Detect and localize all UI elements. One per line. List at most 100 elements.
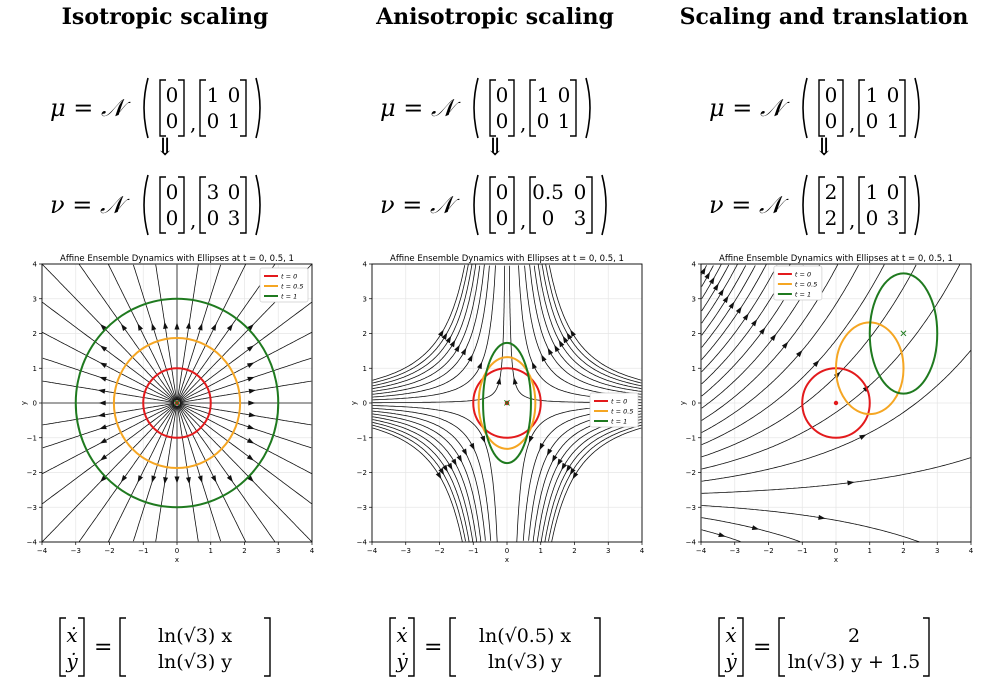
y-tick-label: −4 bbox=[27, 539, 38, 547]
streamline bbox=[548, 424, 642, 542]
stream-arrow bbox=[197, 323, 203, 331]
y-tick-label: 4 bbox=[692, 261, 697, 269]
y-axis-label: y bbox=[350, 401, 358, 405]
panel-title: Scaling and translation bbox=[679, 4, 969, 30]
stream-arrow bbox=[557, 458, 563, 466]
stream-arrow bbox=[859, 434, 867, 440]
distribution-lhs: μ = 𝒩 bbox=[380, 94, 461, 122]
ode-lhs-entry: ẋ bbox=[66, 623, 77, 647]
y-axis-label: y bbox=[20, 401, 28, 405]
stream-arrow bbox=[247, 424, 255, 430]
x-tick-label: 1 bbox=[209, 547, 213, 555]
mean-entry: 0 bbox=[166, 180, 179, 204]
streamline bbox=[372, 407, 492, 541]
stream-plot: Affine Ensemble Dynamics with Ellipses a… bbox=[350, 254, 645, 564]
cov-entry: 1 bbox=[228, 109, 241, 133]
mu-equation: μ = 𝒩 00,1 00 1 bbox=[709, 77, 920, 139]
streamline bbox=[78, 404, 176, 542]
streamline bbox=[42, 403, 175, 449]
stream-arrow bbox=[98, 388, 106, 394]
x-tick-label: 2 bbox=[242, 547, 246, 555]
stream-arrow bbox=[246, 345, 254, 352]
y-tick-label: 1 bbox=[33, 365, 37, 373]
streamline bbox=[372, 410, 486, 541]
end-marker: ✕ bbox=[173, 399, 181, 410]
stream-arrow bbox=[541, 354, 547, 362]
left-bracket bbox=[389, 617, 396, 677]
cov-entry: 0 bbox=[887, 180, 900, 204]
stream-arrow bbox=[99, 424, 107, 430]
stream-arrow bbox=[98, 412, 106, 418]
left-bracket bbox=[119, 617, 126, 677]
legend-entry: t = 1 bbox=[795, 291, 811, 299]
right-bracket bbox=[737, 617, 744, 677]
streamline bbox=[179, 403, 312, 475]
stream-arrow bbox=[554, 344, 560, 353]
ellipse-2 bbox=[74, 297, 280, 509]
cov-entry: 1 bbox=[866, 83, 879, 107]
streamline bbox=[178, 404, 276, 542]
streamline bbox=[701, 265, 756, 348]
stream-arrow bbox=[539, 442, 545, 451]
stream-arrow bbox=[248, 412, 256, 418]
streamline bbox=[177, 264, 199, 401]
cov-entry: 0.5 bbox=[532, 180, 564, 204]
stream-arrow bbox=[247, 475, 254, 483]
stream-arrow bbox=[751, 525, 760, 531]
stream-arrow bbox=[742, 313, 749, 321]
streamline bbox=[178, 264, 276, 402]
x-tick-label: 4 bbox=[640, 547, 645, 555]
mean-entry: 0 bbox=[496, 83, 509, 107]
streamline bbox=[42, 301, 176, 402]
streamline bbox=[42, 404, 176, 505]
stream-arrow bbox=[246, 438, 255, 444]
streamline bbox=[108, 405, 177, 542]
streamlines bbox=[700, 264, 972, 543]
stream-arrow bbox=[708, 276, 715, 285]
legend-entry: t = 1 bbox=[611, 418, 627, 426]
x-tick-label: −3 bbox=[730, 547, 740, 555]
stream-arrow bbox=[137, 475, 144, 483]
stream-arrow bbox=[735, 306, 742, 314]
left-bracket bbox=[529, 79, 536, 137]
plot-title: Affine Ensemble Dynamics with Ellipses a… bbox=[719, 254, 953, 264]
stream-arrow bbox=[818, 514, 826, 520]
streamline bbox=[42, 380, 175, 403]
cov-entry: 1 bbox=[866, 180, 879, 204]
stream-arrow bbox=[528, 435, 534, 443]
stream-arrow bbox=[728, 301, 735, 309]
legend-entry: t = 0.5 bbox=[795, 281, 817, 289]
cov-entry: 0 bbox=[207, 206, 220, 230]
stream-arrow bbox=[722, 295, 729, 304]
stream-arrow bbox=[247, 376, 255, 382]
left-bracket bbox=[199, 79, 206, 137]
stream-arrow bbox=[246, 362, 255, 368]
cov-entry: 1 bbox=[207, 83, 220, 107]
streamline bbox=[537, 416, 642, 542]
stream-arrow bbox=[100, 475, 107, 483]
stream-arrow bbox=[454, 344, 460, 353]
left-bracket bbox=[489, 79, 496, 137]
stream-arrow bbox=[247, 323, 254, 331]
nu-equation: ν = 𝒩 00,3 00 3 bbox=[50, 174, 261, 236]
y-tick-label: 3 bbox=[363, 295, 367, 303]
streamline bbox=[372, 427, 463, 542]
stream-arrow bbox=[246, 454, 254, 461]
stream-arrow bbox=[561, 462, 568, 471]
stream-arrow bbox=[151, 475, 157, 483]
streamline bbox=[372, 264, 485, 395]
left-bracket bbox=[858, 176, 865, 234]
left-paren bbox=[143, 77, 149, 139]
y-tick-label: 4 bbox=[363, 261, 368, 269]
stream-arrow bbox=[469, 442, 475, 451]
y-tick-label: −2 bbox=[686, 469, 696, 477]
distribution-lhs: μ = 𝒩 bbox=[50, 94, 131, 122]
streamline bbox=[155, 405, 177, 542]
stream-arrow bbox=[163, 321, 169, 330]
x-tick-label: 3 bbox=[276, 547, 280, 555]
implies-arrow: ⇓ bbox=[154, 133, 176, 161]
left-bracket bbox=[199, 176, 206, 234]
y-tick-label: 3 bbox=[33, 295, 37, 303]
right-bracket bbox=[78, 617, 85, 677]
left-paren bbox=[143, 174, 149, 236]
